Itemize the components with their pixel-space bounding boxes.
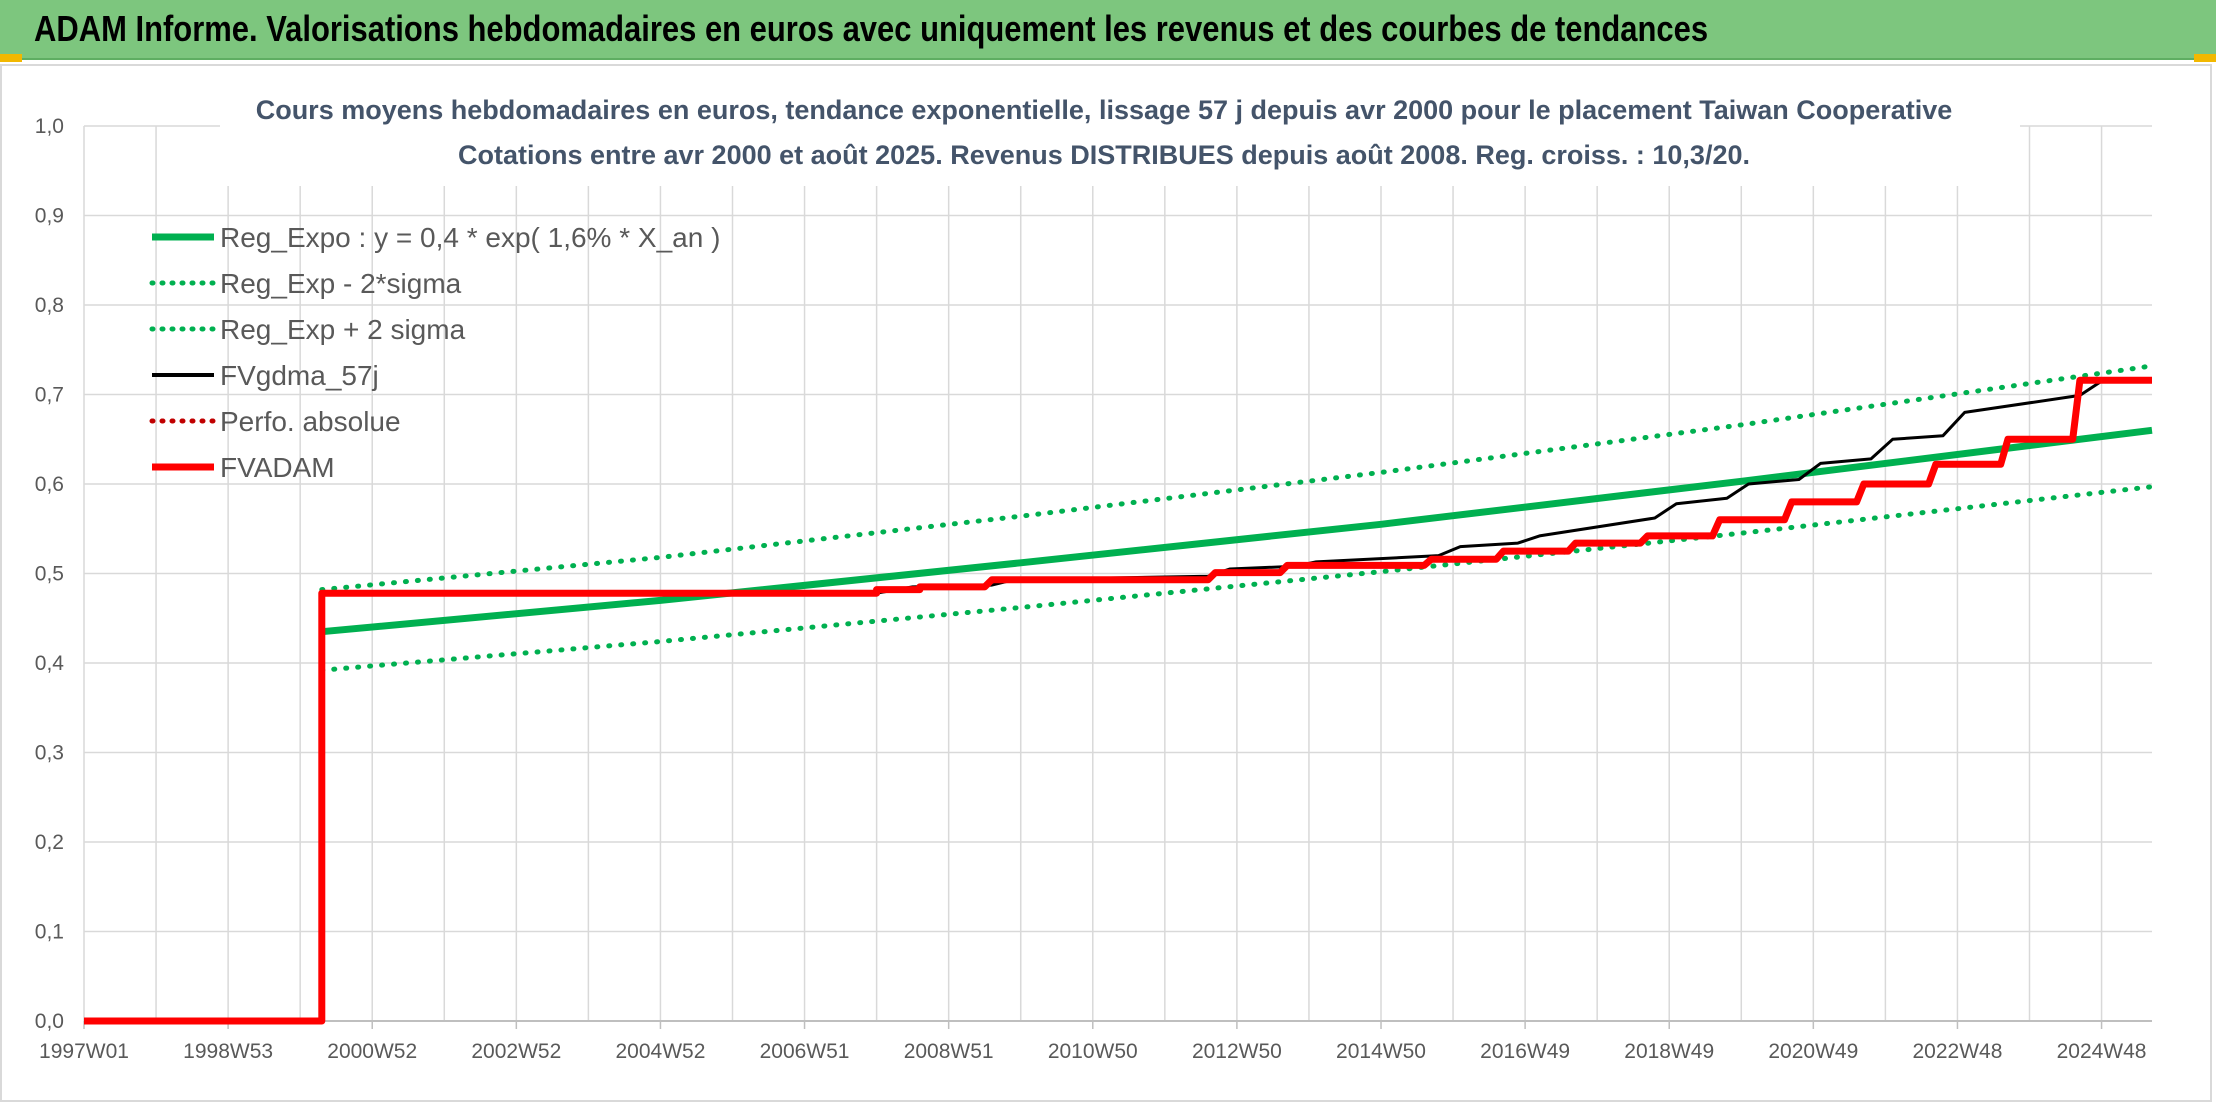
y-tick-label: 0,3	[35, 742, 64, 765]
x-tick-label: 2002W52	[471, 1040, 561, 1063]
legend-label-fvadam: FVADAM	[220, 452, 335, 483]
chart-series	[84, 363, 2155, 1025]
x-tick-label: 2018W49	[1624, 1040, 1714, 1063]
y-tick-label: 0,7	[35, 384, 64, 407]
x-tick-label: 2020W49	[1768, 1040, 1858, 1063]
x-tick-label: 2008W51	[904, 1040, 994, 1063]
chart-title-background	[220, 102, 2020, 186]
gridlines	[83, 125, 2152, 1022]
corner-marker-left	[0, 54, 22, 62]
series-line-reg-exp-2-sigma	[319, 363, 2155, 593]
y-axis-tick-labels: 0,0 0,1 0,2 0,3 0,4 0,5 0,6 0,7 0,8 0,9 1,0	[35, 115, 65, 1033]
x-tick-label: 2022W48	[1912, 1040, 2002, 1063]
y-tick-label: 0,8	[35, 294, 64, 317]
x-tick-label: 2024W48	[2057, 1040, 2147, 1063]
chart-legend: Reg_Expo : y = 0,4 * exp( 1,6% * X_an ) R…	[149, 222, 720, 483]
y-tick-label: 0,5	[35, 563, 64, 586]
x-tick-label: 2012W50	[1192, 1040, 1282, 1063]
series-line-fvgdma-57j	[84, 379, 2152, 1023]
y-tick-label: 0,6	[35, 473, 64, 496]
x-tick-label: 2004W52	[615, 1040, 705, 1063]
x-tick-label: 2000W52	[327, 1040, 417, 1063]
y-tick-label: 0,4	[35, 652, 65, 675]
y-tick-label: 0,0	[35, 1010, 64, 1033]
legend-label-reg-exp-2-sigma: Reg_Exp - 2*sigma	[220, 268, 462, 299]
x-tick-label: 2014W50	[1336, 1040, 1426, 1063]
x-tick-label: 2006W51	[760, 1040, 850, 1063]
x-tick-label: 2010W50	[1048, 1040, 1138, 1063]
report-header-banner: ADAM Informe. Valorisations hebdomadaire…	[0, 0, 2216, 60]
legend-label-reg-expo-y-0-4-exp-1-6-x-an: Reg_Expo : y = 0,4 * exp( 1,6% * X_an )	[220, 222, 720, 253]
legend-label-fvgdma-57j: FVgdma_57j	[220, 360, 379, 391]
series-line-fvadam	[84, 376, 2152, 1025]
x-axis-tick-labels: 1997W01 1998W53 2000W52 2002W52 2004W52 2006W…	[39, 1020, 2152, 1063]
y-tick-label: 0,9	[35, 205, 64, 228]
x-tick-label: 1997W01	[39, 1040, 129, 1063]
x-tick-label: 2016W49	[1480, 1040, 1570, 1063]
x-tick-label: 1998W53	[183, 1040, 273, 1063]
y-tick-label: 0,2	[35, 831, 64, 854]
legend-label-perfo-absolue: Perfo. absolue	[220, 406, 401, 437]
y-tick-label: 1,0	[35, 115, 64, 138]
chart-title-line-1: Cours moyens hebdomadaires en euros, ten…	[256, 95, 1953, 125]
chart-title-line-2: Cotations entre avr 2000 et août 2025. R…	[458, 140, 1750, 170]
corner-marker-right	[2194, 54, 2216, 62]
y-tick-label: 0,1	[35, 921, 64, 944]
legend-label-reg-exp-2-sigma: Reg_Exp + 2 sigma	[220, 314, 466, 345]
report-title: ADAM Informe. Valorisations hebdomadaire…	[34, 8, 1709, 49]
